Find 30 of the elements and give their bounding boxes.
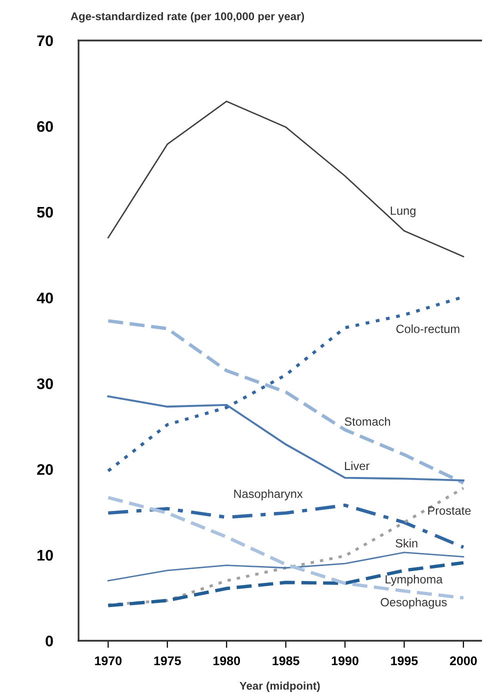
x-axis-title: Year (midpoint) (240, 682, 320, 692)
x-tick-label: 1980 (213, 656, 240, 666)
series-label: Prostate (428, 506, 471, 515)
series-label: Lung (390, 206, 416, 218)
x-tick-label: 1985 (272, 656, 300, 666)
line-series (106, 319, 466, 485)
line-series (107, 100, 464, 258)
line-series (107, 395, 464, 482)
y-tick-label: 50 (37, 206, 53, 218)
y-axis-title: Age-standardized rate (per 100,000 per year) (70, 12, 304, 22)
series-label: Oesophagus (380, 598, 447, 609)
x-tick-label: 1995 (391, 656, 418, 666)
series-label: Stomach (344, 417, 390, 426)
line-series (106, 561, 466, 608)
y-tick-label: 30 (36, 378, 53, 390)
series-label: Skin (396, 538, 418, 548)
y-tick-label: 20 (37, 464, 53, 475)
y-tick-label: 0 (46, 636, 53, 646)
x-tick-label: 2000 (450, 656, 477, 666)
y-tick-label: 40 (36, 292, 53, 304)
y-tick-label: 10 (38, 550, 53, 561)
y-tick-label: 70 (37, 35, 53, 46)
series-label: Lymphoma (386, 574, 443, 586)
series-label: Nasopharynx (234, 489, 303, 500)
series-label: Liver (345, 461, 370, 470)
x-tick-label: 1975 (154, 656, 181, 666)
x-tick-label: 1990 (332, 656, 358, 666)
series-label: Colo-rectum (396, 324, 460, 334)
y-tick-label: 60 (37, 121, 53, 132)
x-tick-label: 1970 (95, 656, 122, 666)
